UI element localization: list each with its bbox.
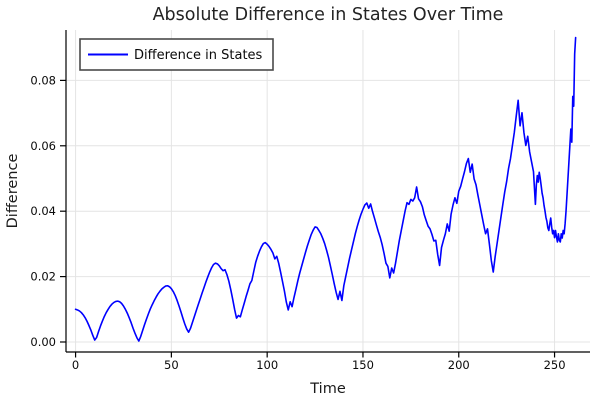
legend: Difference in States [79,38,274,71]
y-tick-label: 0.06 [30,139,56,153]
y-axis-label: Difference [5,154,21,229]
y-tick-label: 0.08 [30,73,56,87]
x-axis-label: Time [309,381,346,397]
axes: 0 50 100 150 200 250 0.00 0.02 0.04 0.06 0.08 [30,30,590,372]
y-tick-label: 0.02 [30,270,56,284]
gridlines [66,30,590,352]
y-tick-label: 0.04 [30,204,56,218]
difference-line [74,36,577,342]
x-tick-label: 150 [352,358,374,372]
x-tick-label: 0 [72,358,79,372]
x-tick-label: 100 [256,358,278,372]
x-tick-label: 250 [544,358,566,372]
y-tick-label: 0.00 [30,335,56,349]
series-difference-in-states [74,36,577,342]
legend-entry-label: Difference in States [134,48,263,63]
x-tick-label: 50 [164,358,179,372]
chart-title: Absolute Difference in States Over Time [153,5,504,25]
x-tick-label: 200 [448,358,470,372]
